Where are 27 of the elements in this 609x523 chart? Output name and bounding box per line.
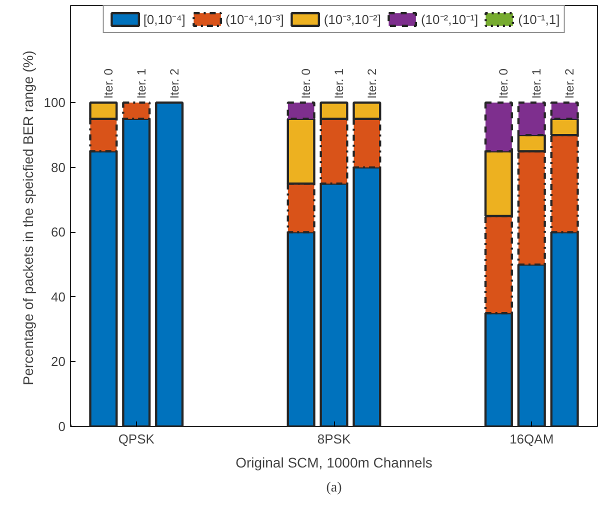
legend-label: (10⁻⁴,10⁻³] [225, 11, 284, 28]
annotation: Iter. 1 [530, 68, 544, 99]
y-tick-label: 40 [51, 289, 66, 304]
annotation: Iter. 0 [299, 68, 314, 99]
annotation: Iter. 0 [101, 68, 116, 99]
y-tick-label: 0 [58, 419, 66, 434]
text: (a) [326, 480, 342, 496]
legend-label: [0,10⁻⁴] [143, 11, 186, 28]
annotation: Iter. 2 [562, 68, 577, 99]
y-tick-label: 20 [51, 354, 66, 370]
x-tick-label: 16QAM [510, 432, 554, 446]
y-axis-title: Percentage of packets in the speicfied BER range (%) [20, 50, 36, 386]
y-tick-label: 80 [51, 160, 66, 175]
legend-label: (10⁻³,10⁻²] [324, 11, 381, 28]
annotation: Iter. 2 [364, 68, 379, 99]
annotation: Iter. 0 [496, 68, 511, 99]
annotation: Iter. 1 [332, 68, 346, 99]
x-axis-title: Original SCM, 1000m Channels [236, 454, 432, 470]
y-tick-label: 60 [51, 224, 66, 240]
x-tick-label: 8PSK [317, 432, 351, 446]
x-tick-label: QPSK [118, 432, 155, 446]
legend-label: (10⁻¹,1] [518, 11, 560, 28]
bar [155, 102, 184, 426]
legend-label: (10⁻²,10⁻¹] [420, 11, 478, 28]
annotation: Iter. 1 [134, 68, 148, 99]
annotation: Iter. 2 [167, 68, 182, 99]
y-tick-label: 100 [44, 95, 66, 110]
